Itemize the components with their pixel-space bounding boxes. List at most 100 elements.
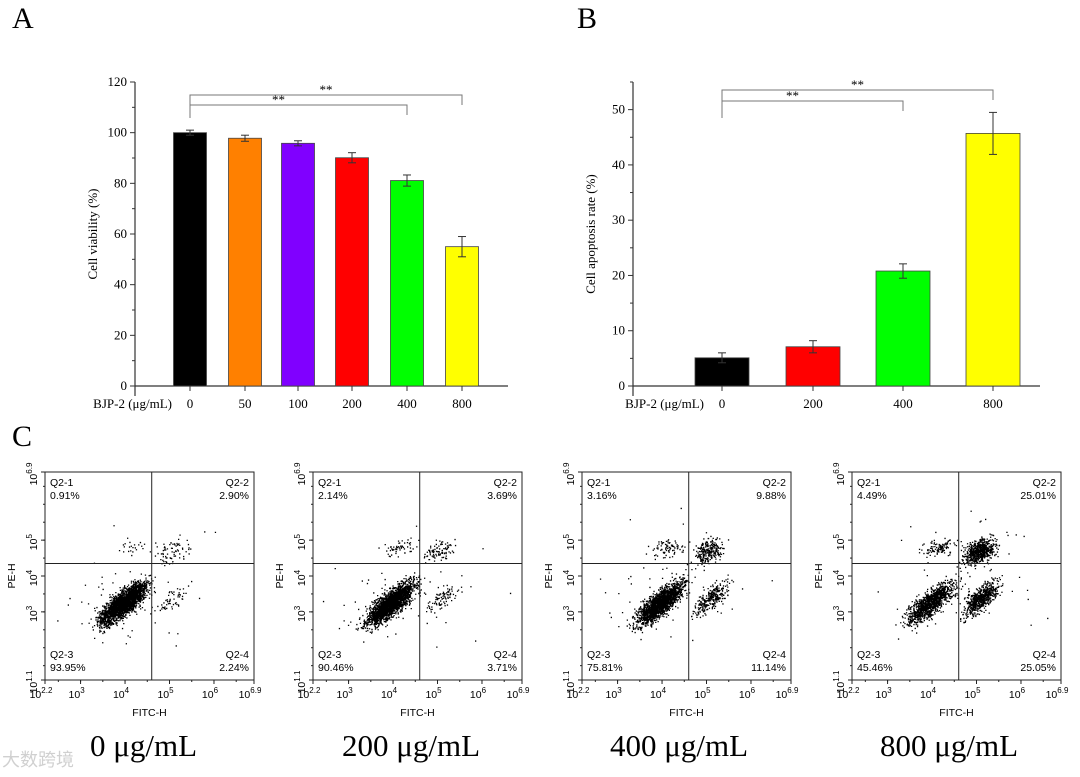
a-bar-50 — [228, 137, 262, 387]
quadrant-percent: 3.71% — [487, 662, 517, 674]
x-axis-label: FITC-H — [132, 707, 166, 719]
x-tick-label: 106.9 — [507, 686, 530, 701]
b-x-tick-label: 200 — [803, 396, 823, 411]
x-axis-label: FITC-H — [400, 707, 434, 719]
quadrant-percent: 0.91% — [50, 490, 80, 502]
b-x-axis-label: BJP-2 (μg/mL) — [625, 396, 704, 411]
a-x-tick-label: 0 — [187, 396, 194, 411]
flow-plot-frame — [581, 471, 792, 681]
quadrant-name: Q2-3 — [50, 649, 74, 661]
panel-label-a: A — [12, 2, 34, 35]
quadrant-name: Q2-1 — [857, 477, 881, 489]
panel-label-b: B — [577, 2, 598, 35]
flow-plot-frame — [312, 471, 523, 681]
y-tick-label: 106.9 — [293, 462, 308, 485]
y-tick-label: 101.1 — [832, 670, 847, 693]
a-bar-100 — [281, 142, 315, 387]
quadrant-name: Q2-4 — [494, 649, 518, 661]
a-significance-bracket — [189, 104, 408, 118]
x-tick-label: 105 — [964, 686, 981, 701]
a-x-tick-label: 50 — [239, 396, 252, 411]
y-axis-label: PE-H — [6, 563, 18, 588]
a-significance-label: ** — [320, 82, 333, 97]
a-y-tick-label: 40 — [114, 277, 127, 292]
x-tick-label: 104 — [381, 686, 398, 701]
flow-plot-0: Q2-10.91% Q2-22.90% Q2-393.95% Q2-42.24% 102… — [6, 462, 262, 719]
x-tick-label: 104 — [650, 686, 667, 701]
a-significance-bracket — [189, 94, 463, 118]
flow-dot-cluster-Q2-1 — [900, 526, 959, 571]
x-tick-label: 103 — [876, 686, 893, 701]
quadrant-percent: 93.95% — [50, 662, 86, 674]
x-tick-label: 105 — [694, 686, 711, 701]
y-tick-label: 103 — [293, 605, 308, 622]
x-tick-label: 103 — [69, 686, 86, 701]
x-tick-label: 105 — [425, 686, 442, 701]
b-y-axis-label: Cell apoptosis rate (%) — [583, 174, 598, 294]
y-tick-label: 101.1 — [562, 670, 577, 693]
quadrant-percent: 2.90% — [219, 490, 249, 502]
b-y-tick-label: 10 — [612, 323, 625, 338]
a-y-tick-label: 60 — [114, 226, 127, 241]
flow-plot-frame — [851, 471, 1062, 681]
y-axis-label: PE-H — [813, 563, 825, 588]
y-tick-label: 105 — [293, 534, 308, 551]
x-tick-label: 106.9 — [239, 686, 262, 701]
y-tick-label: 103 — [562, 605, 577, 622]
quadrant-percent: 2.24% — [219, 662, 249, 674]
x-tick-label: 104 — [920, 686, 937, 701]
x-tick-label: 106.9 — [776, 686, 799, 701]
a-bar-400 — [390, 180, 424, 387]
b-y-tick-label: 40 — [612, 157, 625, 172]
x-tick-label: 106.9 — [1046, 686, 1069, 701]
y-tick-label: 106.9 — [562, 462, 577, 485]
flow-dot-cluster-Q2-1 — [118, 537, 157, 573]
a-x-tick-label: 800 — [452, 396, 472, 411]
y-tick-label: 103 — [832, 605, 847, 622]
y-axis-label: PE-H — [274, 563, 286, 588]
a-y-tick-label: 80 — [114, 175, 127, 190]
y-tick-label: 105 — [832, 534, 847, 551]
caption-400: 400 μg/mL — [610, 728, 749, 763]
x-tick-label: 102.2 — [837, 686, 860, 701]
quadrant-name: Q2-2 — [763, 477, 787, 489]
b-x-tick-label: 0 — [719, 396, 726, 411]
a-bar-200 — [335, 157, 369, 387]
x-tick-label: 106 — [202, 686, 219, 701]
quadrant-percent: 45.46% — [857, 662, 893, 674]
quadrant-name: Q2-1 — [587, 477, 611, 489]
quadrant-percent: 4.49% — [857, 490, 887, 502]
b-y-tick-label: 30 — [612, 212, 625, 227]
quadrant-percent: 3.69% — [487, 490, 517, 502]
quadrant-percent: 90.46% — [318, 662, 354, 674]
caption-0: 0 μg/mL — [90, 728, 198, 763]
quadrant-percent: 11.14% — [751, 662, 786, 674]
x-tick-label: 104 — [113, 686, 130, 701]
a-x-axis-label: BJP-2 (μg/mL) — [93, 396, 172, 411]
x-tick-label: 103 — [606, 686, 623, 701]
flow-plot-3: Q2-14.49% Q2-225.01% Q2-345.46% Q2-425.05% 1… — [813, 462, 1069, 719]
watermark: 大数跨境 — [2, 750, 74, 771]
flow-dot-cluster-Q2-3 — [322, 568, 447, 648]
quadrant-percent: 25.05% — [1020, 662, 1056, 674]
b-y-tick-label: 20 — [612, 267, 625, 282]
b-bar-400 — [875, 270, 931, 387]
flow-plot-2: Q2-13.16% Q2-29.88% Q2-375.81% Q2-411.14% 10… — [543, 462, 799, 719]
y-tick-label: 104 — [293, 569, 308, 586]
y-tick-label: 106.9 — [25, 462, 40, 485]
y-tick-label: 104 — [562, 569, 577, 586]
x-tick-label: 106 — [470, 686, 487, 701]
x-tick-label: 102.2 — [30, 686, 53, 701]
a-y-tick-label: 100 — [108, 125, 128, 140]
a-y-tick-label: 120 — [108, 74, 128, 89]
flow-dot-cluster-Q2-3 — [57, 551, 179, 647]
y-tick-label: 104 — [25, 569, 40, 586]
a-x-tick-label: 400 — [397, 396, 417, 411]
quadrant-name: Q2-4 — [1033, 649, 1057, 661]
a-significance-label: ** — [272, 92, 285, 107]
quadrant-name: Q2-2 — [1033, 477, 1057, 489]
flow-dot-cluster-Q2-2 — [935, 510, 1025, 596]
flow-dot-cluster-Q2-2 — [113, 525, 217, 567]
a-x-tick-label: 100 — [288, 396, 308, 411]
